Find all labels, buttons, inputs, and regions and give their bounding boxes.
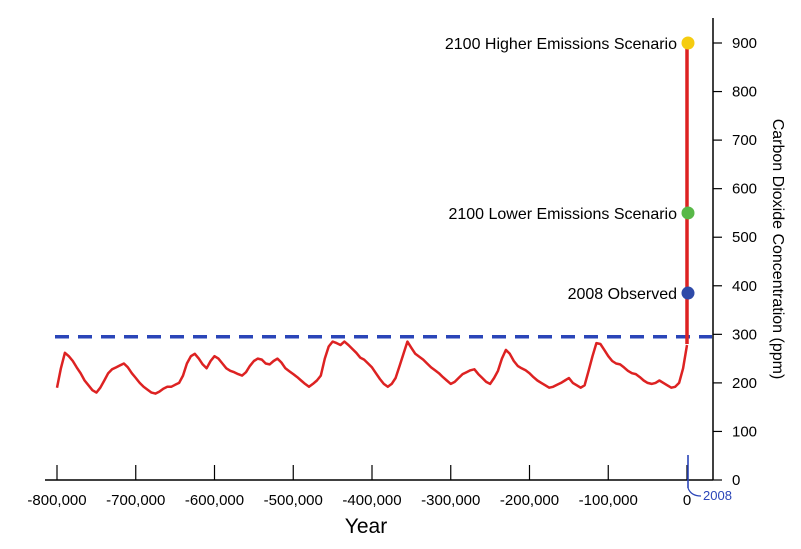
co2-historical-line	[55, 340, 689, 395]
y-tick-label: 700	[732, 132, 757, 149]
x-tick-label: -400,000	[342, 492, 401, 509]
x-tick-label: -300,000	[421, 492, 480, 509]
y-axis-label: Carbon Dioxide Concentration (ppm)	[769, 119, 786, 380]
x-tick-label: -600,000	[185, 492, 244, 509]
x-tick-label: 0	[683, 492, 691, 509]
callout-layer: 2008	[687, 455, 732, 503]
annotation-label: 2008 Observed	[568, 286, 677, 303]
axes	[45, 18, 714, 481]
callout-label: 2008	[703, 488, 732, 503]
annotation-marker	[681, 36, 695, 50]
x-tick-label: -800,000	[27, 492, 86, 509]
x-axis-label: Year	[345, 515, 387, 538]
annotation-layer: 2100 Higher Emissions Scenario 2100 Lower…	[445, 36, 695, 303]
x-ticks: -800,000 -700,000 -600,000 -500,000 -400,000…	[27, 465, 691, 509]
y-ticks: 0 100 200 300 400 500 600 700 800 900	[713, 35, 757, 489]
x-tick-label: -200,000	[500, 492, 559, 509]
annotation-marker	[681, 206, 695, 220]
y-tick-label: 400	[732, 278, 757, 295]
y-tick-label: 500	[732, 229, 757, 246]
x-tick-label: -100,000	[579, 492, 638, 509]
y-tick-label: 0	[732, 472, 740, 489]
y-tick-label: 900	[732, 35, 757, 52]
x-tick-label: -700,000	[106, 492, 165, 509]
y-tick-label: 200	[732, 375, 757, 392]
annotation-marker	[681, 286, 695, 300]
y-tick-label: 300	[732, 326, 757, 343]
y-tick-label: 800	[732, 84, 757, 101]
x-tick-label: -500,000	[264, 492, 323, 509]
annotation-label: 2100 Lower Emissions Scenario	[448, 206, 677, 223]
y-tick-label: 600	[732, 181, 757, 198]
annotation-label: 2100 Higher Emissions Scenario	[445, 36, 677, 53]
callout-leader	[687, 487, 702, 497]
y-tick-label: 100	[732, 423, 757, 440]
